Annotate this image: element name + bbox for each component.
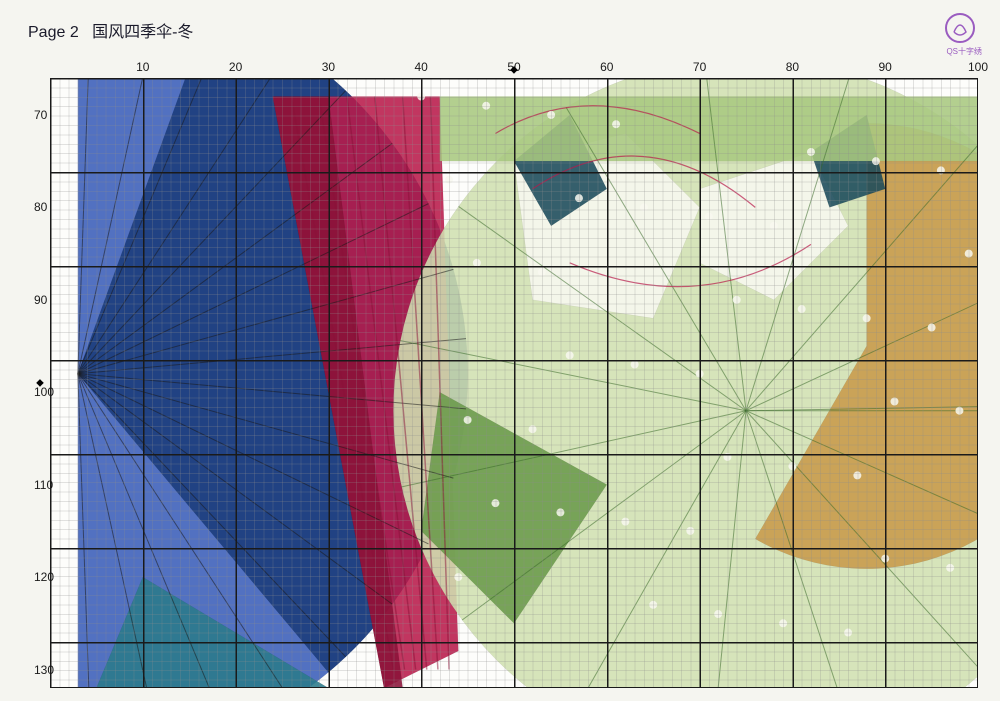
- y-axis-tick: 80: [34, 200, 47, 214]
- x-axis-tick: 70: [693, 60, 706, 74]
- x-axis-tick: 40: [415, 60, 428, 74]
- x-axis-tick: 10: [136, 60, 149, 74]
- x-axis-tick: 30: [322, 60, 335, 74]
- y-axis-tick: 130: [34, 663, 54, 677]
- y-axis-tick: 70: [34, 108, 47, 122]
- page-number: Page 2: [28, 24, 79, 41]
- y-axis-tick: 110: [34, 478, 53, 492]
- x-axis-tick: 90: [879, 60, 892, 74]
- center-marker: ◆: [36, 378, 44, 389]
- brand-logo-text: QS十字绣: [946, 46, 982, 57]
- x-axis-tick: 100: [968, 60, 988, 74]
- page-title: 国风四季伞-冬: [92, 24, 193, 41]
- x-axis-tick: 20: [229, 60, 242, 74]
- brand-logo-icon: [942, 10, 978, 46]
- x-axis-tick: 80: [786, 60, 799, 74]
- center-marker: ◆: [510, 65, 518, 76]
- minor-gridlines: [50, 78, 978, 688]
- x-axis-tick: 60: [600, 60, 613, 74]
- pattern-chart: [50, 78, 978, 688]
- y-axis-tick: 120: [34, 570, 54, 584]
- y-axis-tick: 90: [34, 293, 47, 307]
